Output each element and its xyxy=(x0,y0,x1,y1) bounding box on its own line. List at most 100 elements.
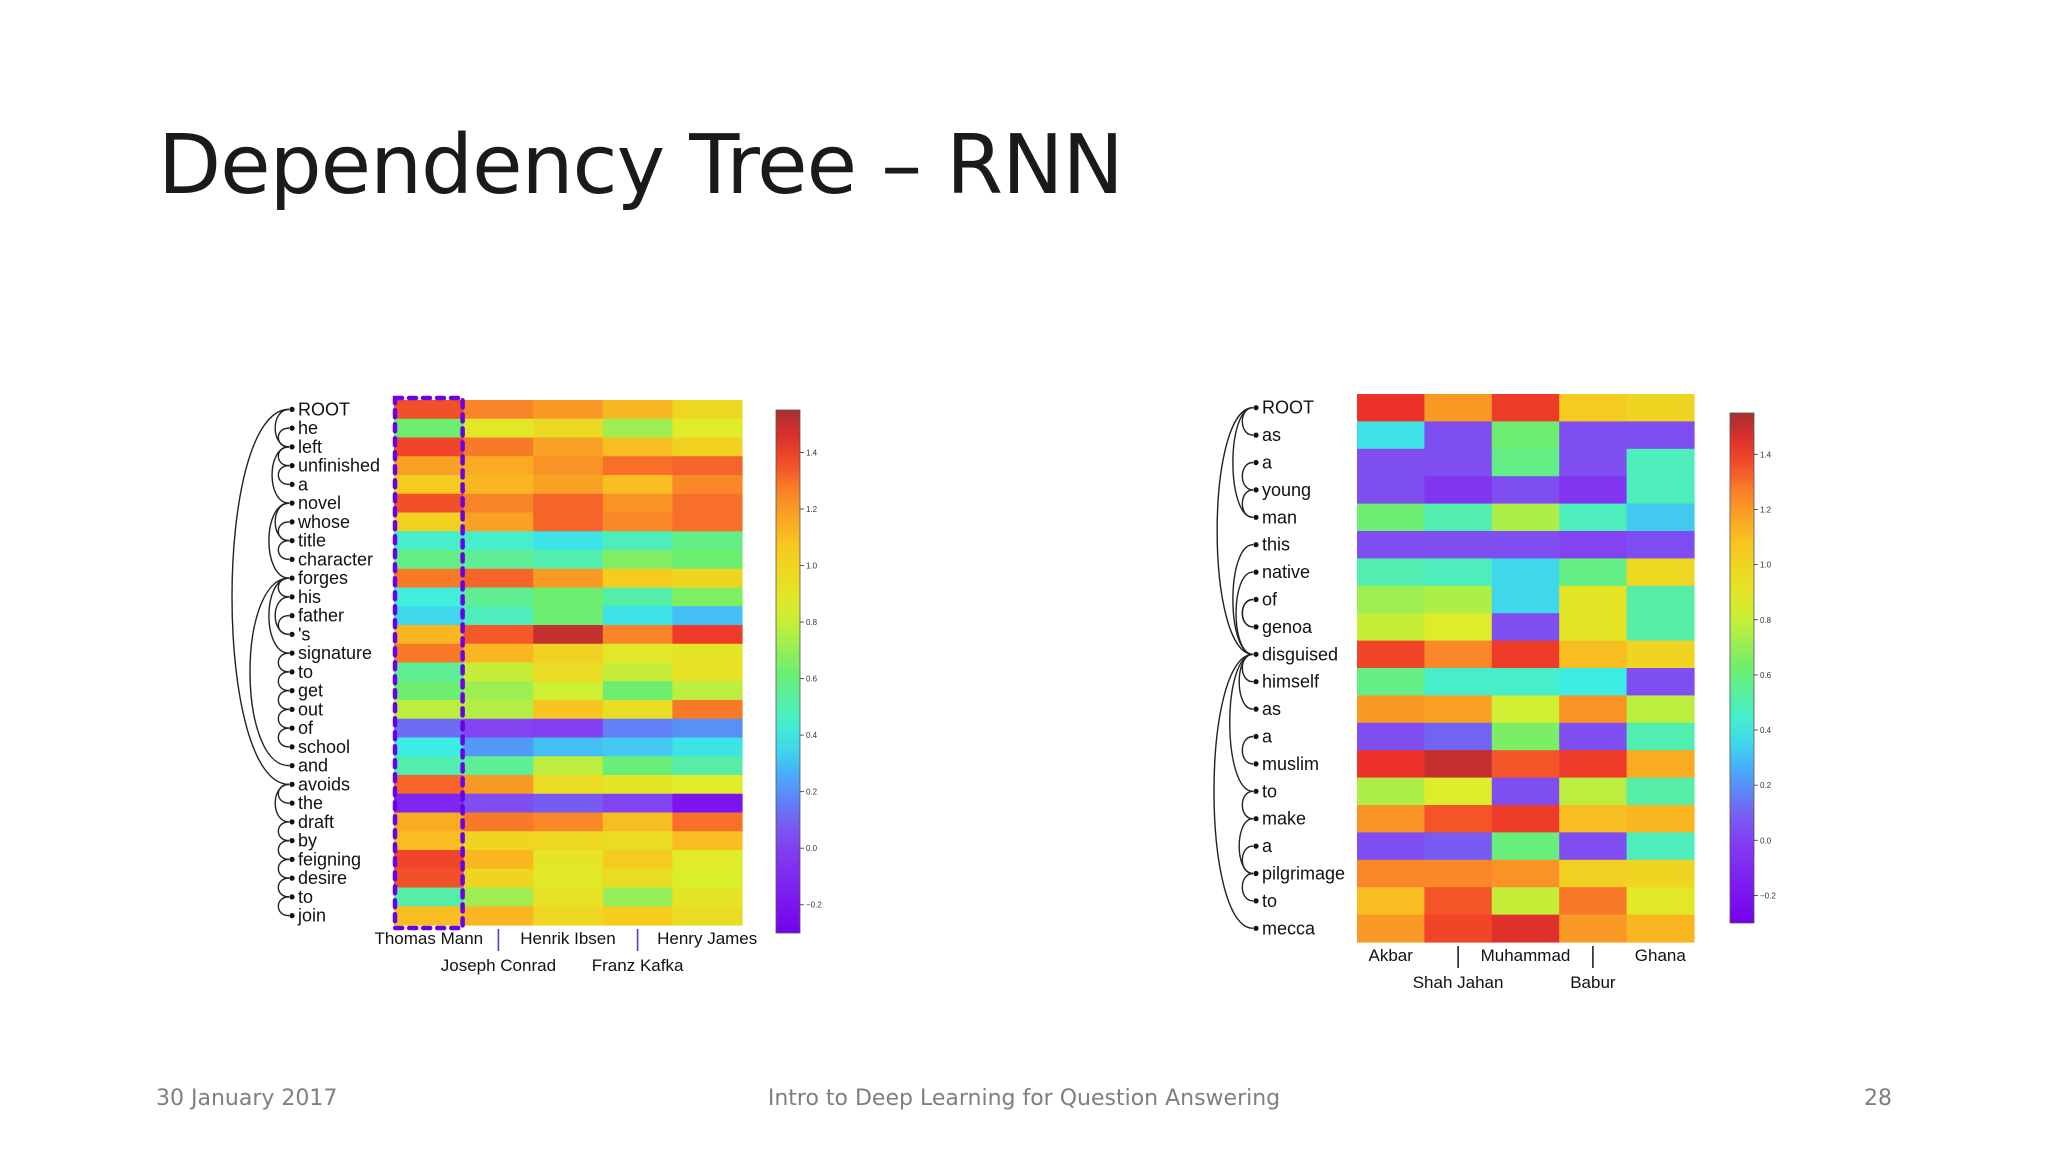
heatmap-cell xyxy=(463,550,534,570)
heatmap-cell xyxy=(1491,503,1560,532)
heatmap-cell xyxy=(394,493,465,514)
row-word-label: he xyxy=(298,418,318,438)
heatmap-cell xyxy=(394,550,465,570)
heatmap-cell xyxy=(1424,421,1493,450)
dependency-arc xyxy=(268,577,290,654)
heatmap-cell xyxy=(463,456,534,476)
tree-node-dot xyxy=(1253,514,1259,520)
heatmap-cell xyxy=(463,700,534,720)
heatmap-cell xyxy=(1491,394,1560,422)
tree-node-dot xyxy=(289,725,295,731)
row-word-label: a xyxy=(1262,727,1273,747)
row-word-label: join xyxy=(297,906,326,926)
heatmap-cell xyxy=(1424,613,1493,642)
heatmap-cell xyxy=(463,643,534,664)
heatmap-cell xyxy=(1357,859,1425,888)
row-word-label: ROOT xyxy=(298,399,350,419)
heatmap-cell xyxy=(1626,421,1695,450)
dependency-arc xyxy=(1241,461,1254,491)
heatmap-cell xyxy=(602,437,673,457)
dependency-arc xyxy=(1216,407,1254,655)
dependency-arc xyxy=(277,839,290,861)
tree-node-dot xyxy=(1253,596,1259,603)
heatmap-cell xyxy=(394,906,465,926)
heatmap-cell xyxy=(1491,585,1560,614)
heatmap-cell xyxy=(672,718,743,739)
heatmap-cell xyxy=(394,475,465,495)
row-word-label: a xyxy=(1262,836,1273,856)
heatmap-cell xyxy=(1424,887,1493,916)
heatmap-cell xyxy=(394,700,465,720)
colorbar-tick-label: 0.4 xyxy=(806,731,818,740)
tree-node-dot xyxy=(289,856,295,862)
heatmap-cell xyxy=(672,775,743,795)
colorbar-tick-label: 1.0 xyxy=(1760,561,1772,570)
tree-node-dot xyxy=(289,800,295,806)
heatmap-cell xyxy=(1559,421,1628,450)
heatmap-cell xyxy=(533,568,604,589)
row-word-label: of xyxy=(1262,590,1278,610)
heatmap-cell xyxy=(394,756,465,776)
heatmap-cell xyxy=(463,681,534,701)
tree-node-dot xyxy=(289,838,295,844)
column-label: Ghana xyxy=(1635,946,1687,965)
heatmap-cell xyxy=(672,437,743,457)
heatmap-cell xyxy=(1357,805,1425,833)
column-label: Babur xyxy=(1570,973,1616,992)
dependency-arcs xyxy=(1213,407,1254,929)
heatmap-cell xyxy=(672,906,743,926)
tree-node-dot xyxy=(1253,816,1259,822)
heatmap-cell xyxy=(1626,448,1695,477)
heatmap-cell xyxy=(1357,448,1425,477)
column-label: Henry James xyxy=(657,929,757,948)
heatmap-cell xyxy=(1424,859,1493,888)
heatmap-cell xyxy=(394,681,465,701)
heatmap-cell xyxy=(533,887,604,907)
heatmap-cell xyxy=(1626,668,1695,696)
colorbar-tick-label: 0.8 xyxy=(806,618,818,627)
heatmap-cell xyxy=(602,400,673,420)
heatmap-cell xyxy=(1559,640,1628,669)
heatmap-cell xyxy=(1491,558,1560,587)
heatmap-cell xyxy=(394,456,465,476)
heatmap-cell xyxy=(1559,722,1628,751)
heatmap-cell xyxy=(602,812,673,832)
row-word-label: young xyxy=(1262,480,1311,500)
heatmap-cell xyxy=(672,475,743,495)
heatmap-cell xyxy=(1559,503,1628,532)
row-word-label: pilgrimage xyxy=(1262,864,1345,884)
heatmap-cell xyxy=(394,625,465,645)
heatmap-cell xyxy=(1491,476,1560,505)
dependency-arc xyxy=(1241,598,1254,628)
heatmap-cell xyxy=(672,512,743,532)
heatmap-cell xyxy=(463,793,534,814)
heatmap-cell xyxy=(1491,805,1560,833)
heatmap-cell xyxy=(1357,668,1425,696)
row-word-label: muslim xyxy=(1262,754,1319,774)
heatmap-cell xyxy=(1424,832,1493,861)
colorbar-tick-label: 1.0 xyxy=(806,561,818,570)
heatmap-cell xyxy=(533,400,604,420)
heatmap-cell xyxy=(1559,668,1628,696)
tree-node-dot xyxy=(289,819,295,825)
dependency-arc xyxy=(277,652,290,673)
heatmap-cell xyxy=(1559,887,1628,916)
row-word-label: the xyxy=(298,793,323,813)
heatmap-cell xyxy=(672,812,743,832)
column-label: Joseph Conrad xyxy=(441,956,556,975)
heatmap-cell xyxy=(602,700,673,720)
row-word-label: novel xyxy=(298,493,341,513)
dependency-arc xyxy=(1235,571,1254,655)
tree-node-dot xyxy=(289,613,295,619)
dependency-arc xyxy=(277,858,290,879)
heatmap-cell xyxy=(1491,531,1560,559)
heatmap-cell xyxy=(533,868,604,889)
heatmap-cell xyxy=(602,662,673,682)
heatmap-cell xyxy=(533,737,604,757)
heatmap-cell xyxy=(1491,668,1560,696)
dependency-arc xyxy=(274,596,290,636)
heatmap-cell xyxy=(1357,832,1425,861)
heatmap-cell xyxy=(463,906,534,926)
colorbar-tick-label: 1.2 xyxy=(1760,505,1772,514)
